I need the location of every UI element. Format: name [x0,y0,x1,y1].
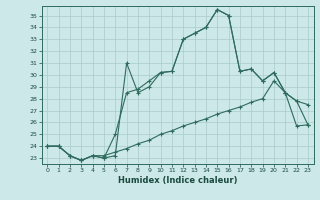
X-axis label: Humidex (Indice chaleur): Humidex (Indice chaleur) [118,176,237,185]
